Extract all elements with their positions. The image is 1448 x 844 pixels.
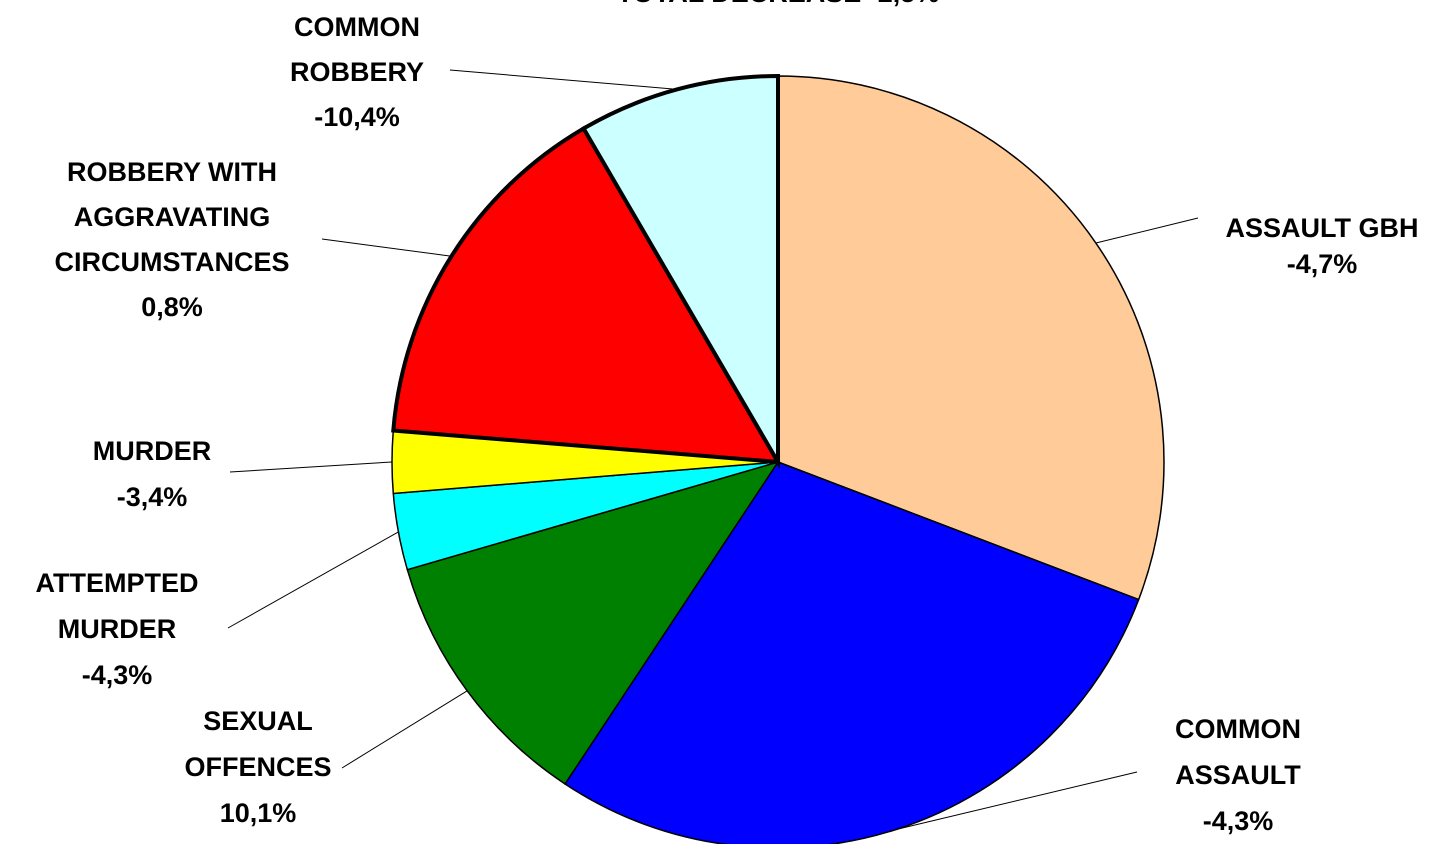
- slice-label-line: ASSAULT: [1175, 760, 1301, 790]
- slice-label-line: -4,7%: [1287, 249, 1358, 279]
- slice-label-5: MURDER -3,4%: [93, 436, 212, 512]
- pie-slice-7: [580, 73, 780, 470]
- leader-line-3: [341, 690, 468, 769]
- leader-line-1: [1095, 217, 1199, 244]
- slice-label-3: SEXUAL OFFENCES 10,1%: [184, 706, 331, 828]
- slice-label-line: AGGRAVATING: [74, 202, 271, 232]
- leader-line-4: [227, 531, 399, 629]
- slice-label-line: 10,1%: [220, 798, 297, 828]
- slice-label-line: -4,3%: [82, 660, 153, 690]
- slice-label-line: -10,4%: [314, 102, 400, 132]
- slice-label-1: ASSAULT GBH -4,7%: [1226, 213, 1419, 279]
- chart-title: TOTAL DECREASE -2,5%: [617, 0, 940, 8]
- slice-label-line: ROBBERY: [290, 57, 424, 87]
- slice-label-line: COMMON: [1175, 714, 1301, 744]
- leader-line-5: [229, 461, 393, 473]
- leader-line-6: [321, 238, 452, 257]
- slice-labels: ASSAULT GBH -4,7% COMMON ASSAULT -4,3% SEXUAL…: [36, 12, 1419, 836]
- slice-label-2: COMMON ASSAULT -4,3%: [1175, 714, 1301, 836]
- slice-label-line: 0,8%: [141, 292, 203, 322]
- slice-label-line: SEXUAL: [203, 706, 313, 736]
- pie-slice-1: [777, 75, 1165, 601]
- slice-label-4: ATTEMPTED MURDER -4,3%: [36, 568, 199, 690]
- slice-label-7: COMMON ROBBERY -10,4%: [290, 12, 424, 132]
- slice-label-line: -4,3%: [1203, 806, 1274, 836]
- slice-label-line: MURDER: [93, 436, 212, 466]
- slice-label-line: ATTEMPTED: [36, 568, 199, 598]
- slice-label-line: ASSAULT GBH: [1226, 213, 1419, 243]
- pie-slice-3: [406, 460, 780, 785]
- leader-line-2: [895, 771, 1138, 830]
- slice-label-line: COMMON: [294, 12, 420, 42]
- slice-label-line: OFFENCES: [184, 752, 331, 782]
- slice-label-line: MURDER: [58, 614, 177, 644]
- pie-slices: [391, 73, 1165, 844]
- label-leader-lines: [227, 69, 1199, 830]
- slice-label-line: -3,4%: [117, 482, 188, 512]
- pie-slice-6: [391, 125, 782, 465]
- slice-label-6: ROBBERY WITH AGGRAVATING CIRCUMSTANCES 0,8%: [55, 157, 290, 322]
- slice-label-line: CIRCUMSTANCES: [55, 247, 290, 277]
- slice-label-line: ROBBERY WITH: [67, 157, 277, 187]
- leader-line-7: [449, 69, 678, 90]
